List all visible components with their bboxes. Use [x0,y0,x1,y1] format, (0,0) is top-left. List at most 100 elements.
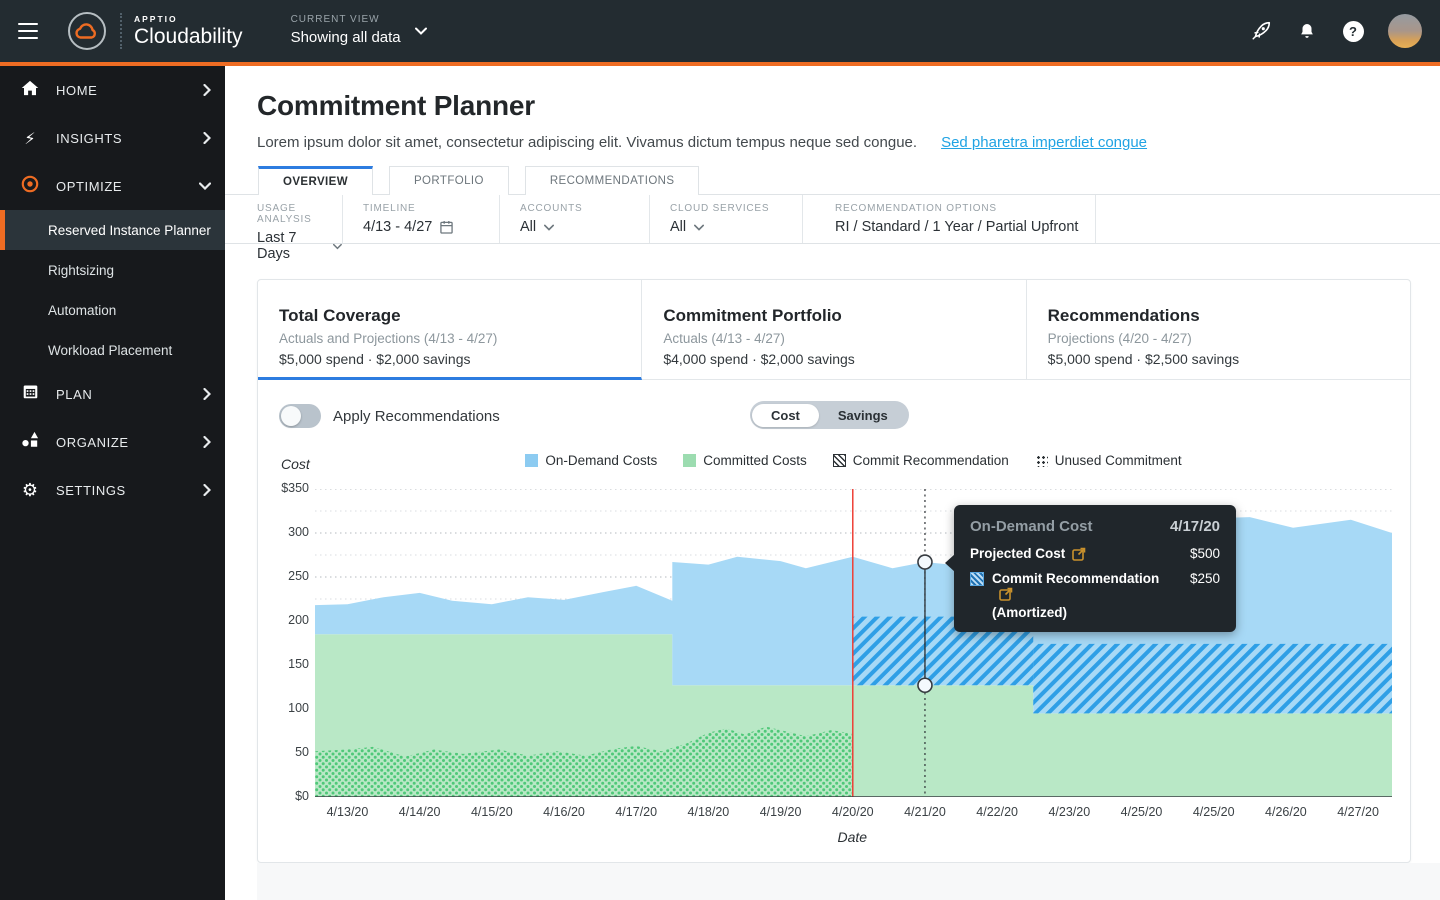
x-tick-label: 4/17/20 [615,805,657,819]
gear-icon: ⚙ [20,480,40,501]
card-recommendations[interactable]: Recommendations Projections (4/20 - 4/27… [1027,280,1410,380]
x-tick-label: 4/22/20 [976,805,1018,819]
filter-label: USAGE ANALYSIS [257,203,342,225]
tooltip-row-value: $250 [1190,571,1220,586]
external-link-icon[interactable] [1072,547,1086,564]
chart-area: Cost On-Demand Costs Committed Costs Com… [279,450,1389,852]
toggle-option-savings[interactable]: Savings [819,404,907,427]
chart-legend: On-Demand Costs Committed Costs Commit R… [315,453,1392,468]
external-link-icon[interactable] [999,587,1013,604]
filter-usage-analysis[interactable]: USAGE ANALYSIS Last 7 Days [225,195,343,243]
x-tick-label: 4/13/20 [327,805,369,819]
page-background [257,863,1440,900]
card-title: Total Coverage [279,306,621,326]
brand-name: Cloudability [134,25,243,48]
x-tick-label: 4/25/20 [1121,805,1163,819]
sidebar-item-label: SETTINGS [56,483,126,498]
cloud-logo-icon [68,12,106,50]
page-description: Lorem ipsum dolor sit amet, consectetur … [257,134,917,151]
filter-timeline[interactable]: TIMELINE 4/13 - 4/27 [343,195,500,243]
sidebar-subitem-label: Workload Placement [48,343,172,358]
chevron-right-icon [203,484,211,496]
apply-recommendations-label: Apply Recommendations [333,408,500,425]
y-tick-label: 300 [279,525,309,539]
sidebar-subitem-automation[interactable]: Automation [0,290,225,330]
whats-new-rocket-icon[interactable] [1250,20,1272,42]
apply-recommendations-toggle[interactable] [279,404,321,428]
y-tick-label: 50 [279,745,309,759]
filter-accounts[interactable]: ACCOUNTS All [500,195,650,243]
chevron-down-icon [415,27,427,35]
legend-label: On-Demand Costs [545,453,657,468]
hamburger-menu-icon[interactable] [18,23,38,39]
topbar: APPTIO Cloudability CURRENT VIEW Showing… [0,0,1440,66]
chevron-right-icon [203,436,211,448]
legend-on-demand-costs[interactable]: On-Demand Costs [525,453,657,468]
card-title: Recommendations [1048,306,1390,326]
sidebar-subitem-reserved-instance-planner[interactable]: Reserved Instance Planner [0,210,225,250]
sidebar-item-home[interactable]: HOME [0,66,225,114]
filter-label: TIMELINE [363,203,499,214]
sidebar-item-plan[interactable]: PLAN [0,370,225,418]
toggle-option-cost[interactable]: Cost [752,404,819,427]
sidebar-item-settings[interactable]: ⚙ SETTINGS [0,466,225,514]
y-tick-label: 150 [279,657,309,671]
hover-marker[interactable] [918,555,932,569]
filter-cloud-services[interactable]: CLOUD SERVICES All [650,195,803,243]
filter-label: ACCOUNTS [520,203,649,214]
x-tick-label: 4/14/20 [399,805,441,819]
hatch-swatch-icon [833,454,846,467]
tab-overview[interactable]: OVERVIEW [258,166,373,195]
legend-unused-commitment[interactable]: Unused Commitment [1035,453,1182,468]
sidebar-subitem-label: Reserved Instance Planner [48,223,211,238]
x-tick-label: 4/27/20 [1337,805,1379,819]
sidebar-item-optimize[interactable]: OPTIMIZE [0,162,225,210]
sidebar-subitem-rightsizing[interactable]: Rightsizing [0,250,225,290]
filter-bar: USAGE ANALYSIS Last 7 Days TIMELINE 4/13… [225,194,1440,244]
current-view-dropdown[interactable]: CURRENT VIEW Showing all data [291,14,427,47]
filter-value: Last 7 Days [257,230,325,262]
sidebar-subitem-workload-placement[interactable]: Workload Placement [0,330,225,370]
cloud-icon [74,21,100,41]
filter-value: RI / Standard / 1 Year / Partial Upfront [835,219,1078,235]
help-icon[interactable]: ? [1342,20,1364,42]
y-tick-label: $0 [279,789,309,803]
tab-recommendations[interactable]: RECOMMENDATIONS [525,166,700,195]
legend-commit-recommendation[interactable]: Commit Recommendation [833,453,1009,468]
help-link[interactable]: Sed pharetra imperdiet congue [941,134,1147,151]
x-tick-label: 4/21/20 [904,805,946,819]
user-avatar[interactable] [1388,14,1422,48]
notifications-bell-icon[interactable] [1296,20,1318,42]
tooltip-date: 4/17/20 [1170,518,1220,535]
x-tick-label: 4/23/20 [1048,805,1090,819]
y-axis-title: Cost [281,456,310,472]
card-value: $5,000 spend · $2,000 savings [279,351,621,367]
chevron-down-icon [544,224,554,231]
chevron-right-icon [203,84,211,96]
hover-marker[interactable] [918,678,932,692]
legend-label: Unused Commitment [1055,453,1182,468]
sidebar-item-label: HOME [56,83,97,98]
filter-value: 4/13 - 4/27 [363,219,432,235]
blue-swatch-icon [525,454,538,467]
sidebar-item-insights[interactable]: ⚡ INSIGHTS [0,114,225,162]
legend-committed-costs[interactable]: Committed Costs [683,453,807,468]
legend-label: Committed Costs [703,453,807,468]
filter-recommendation-options[interactable]: RECOMMENDATION OPTIONS RI / Standard / 1… [803,195,1096,243]
sidebar-item-organize[interactable]: ORGANIZE [0,418,225,466]
sidebar-item-label: OPTIMIZE [56,179,122,194]
card-commitment-portfolio[interactable]: Commitment Portfolio Actuals (4/13 - 4/2… [642,280,1026,380]
card-total-coverage[interactable]: Total Coverage Actuals and Projections (… [258,280,642,380]
card-subtitle: Projections (4/20 - 4/27) [1048,331,1390,346]
sidebar-subitem-label: Automation [48,303,116,318]
chart-tooltip: On-Demand Cost 4/17/20 Projected Cost $5… [954,505,1236,632]
calendar-icon [20,383,40,405]
x-tick-label: 4/26/20 [1265,805,1307,819]
chevron-down-icon [333,243,342,250]
x-tick-label: 4/19/20 [760,805,802,819]
app-logo[interactable]: APPTIO Cloudability [68,12,243,50]
tab-portfolio[interactable]: PORTFOLIO [389,166,509,195]
y-tick-label: 200 [279,613,309,627]
tooltip-row-label: Commit Recommendation [992,571,1159,586]
chevron-right-icon [203,388,211,400]
